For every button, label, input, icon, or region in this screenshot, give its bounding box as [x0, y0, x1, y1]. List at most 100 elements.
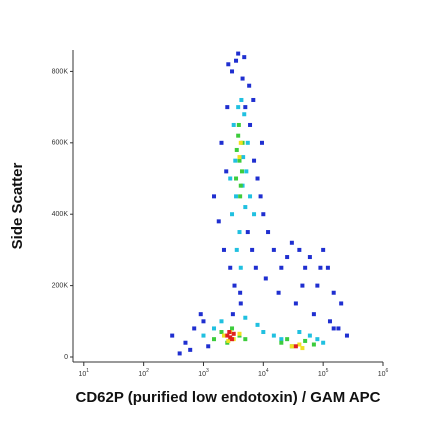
tick-exponent: 3: [206, 368, 209, 374]
point: [237, 230, 242, 235]
point: [238, 183, 243, 188]
y-tick-label: 400K: [52, 211, 69, 218]
point: [303, 265, 308, 270]
point: [201, 319, 206, 324]
point: [212, 326, 217, 331]
point: [230, 312, 235, 317]
point: [248, 122, 253, 127]
tick-exponent: 6: [386, 368, 389, 374]
point: [271, 247, 276, 252]
point: [331, 290, 336, 295]
y-tick-label: 800K: [52, 68, 69, 75]
x-tick-label: 102: [138, 368, 149, 378]
point: [177, 351, 182, 356]
point: [242, 55, 247, 60]
point: [234, 247, 239, 252]
point: [238, 194, 243, 199]
point: [236, 122, 241, 127]
point: [255, 176, 260, 181]
point: [279, 340, 284, 345]
point: [252, 212, 257, 217]
point: [240, 76, 245, 81]
point: [243, 205, 248, 210]
x-tick-label: 101: [79, 368, 90, 378]
point: [226, 338, 231, 343]
x-tick-label: 103: [198, 368, 209, 378]
point: [221, 247, 226, 252]
y-tick-label: 0: [64, 354, 68, 361]
tick-base: 10: [198, 371, 206, 378]
y-tick-label: 600K: [52, 140, 69, 147]
point: [221, 333, 226, 338]
point: [339, 301, 344, 306]
point: [245, 140, 250, 145]
point: [303, 338, 308, 343]
point: [242, 112, 247, 117]
tick-base: 10: [258, 371, 266, 378]
point: [297, 330, 302, 335]
point: [261, 212, 266, 217]
tick-exponent: 5: [326, 368, 329, 374]
point: [227, 330, 232, 335]
point: [230, 337, 235, 342]
point: [219, 319, 224, 324]
point: [255, 322, 260, 327]
tick-base: 10: [138, 371, 146, 378]
point: [300, 346, 305, 351]
point: [311, 342, 316, 347]
tick-exponent: 4: [266, 368, 269, 374]
point: [239, 169, 244, 174]
point: [307, 333, 312, 338]
point: [325, 265, 330, 270]
point: [247, 83, 252, 88]
point: [201, 333, 206, 338]
point: [231, 331, 236, 336]
point: [236, 51, 241, 56]
point: [258, 194, 263, 199]
point: [259, 140, 264, 145]
point: [230, 212, 235, 217]
point: [236, 133, 241, 138]
point: [237, 155, 242, 160]
point: [224, 169, 229, 174]
point: [289, 344, 294, 349]
point: [216, 219, 221, 224]
point: [307, 255, 312, 260]
point: [297, 247, 302, 252]
point: [327, 319, 332, 324]
point: [311, 312, 316, 317]
point: [263, 276, 268, 281]
y-axis-title: Side Scatter: [9, 162, 26, 249]
tick-exponent: 1: [86, 368, 89, 374]
point: [315, 283, 320, 288]
point: [293, 344, 298, 349]
point: [261, 330, 266, 335]
x-tick-label: 106: [378, 368, 389, 378]
point: [225, 333, 230, 338]
point: [230, 69, 235, 74]
point: [248, 194, 253, 199]
point: [285, 337, 290, 342]
tick-exponent: 2: [146, 368, 149, 374]
point: [206, 344, 211, 349]
point: [238, 290, 243, 295]
point: [331, 326, 336, 331]
x-tick-label: 105: [318, 368, 329, 378]
point: [252, 158, 257, 163]
point: [245, 230, 250, 235]
point: [321, 247, 326, 252]
point: [237, 331, 242, 336]
point: [243, 337, 248, 342]
point: [285, 255, 290, 260]
point: [212, 337, 217, 342]
point: [238, 265, 243, 270]
point: [253, 265, 258, 270]
point: [279, 265, 284, 270]
point: [279, 337, 284, 342]
tick-base: 10: [318, 371, 326, 378]
point: [238, 140, 243, 145]
point: [300, 283, 305, 288]
point: [251, 97, 256, 102]
point: [231, 122, 236, 127]
point: [250, 247, 255, 252]
